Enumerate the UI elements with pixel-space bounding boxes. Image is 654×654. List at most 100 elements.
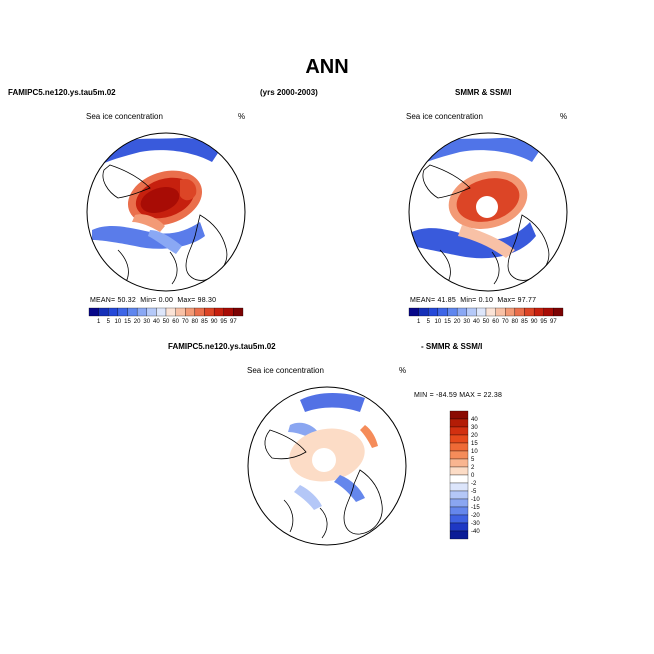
obs-colorbar-tick-label: 70 — [502, 319, 509, 325]
diff-colorbar-tick-label: -10 — [471, 497, 480, 503]
diff-colorbar-swatch — [449, 466, 469, 476]
obs-colorbar-swatch — [495, 307, 506, 317]
obs-stats: MEAN= 41.85 Min= 0.10 Max= 97.77 — [410, 297, 536, 304]
diff-colorbar-swatch — [449, 482, 469, 492]
obs-colorbar-swatch — [485, 307, 496, 317]
obs-colorbar-tick-label: 15 — [444, 319, 451, 325]
diff-colorbar-tick-label: 2 — [471, 465, 475, 471]
obs-colorbar-tick-label: 60 — [492, 319, 499, 325]
obs-colorbar-swatch — [553, 307, 564, 317]
obs-header: SMMR & SSM/I — [455, 88, 512, 97]
diff-obs-header: - SMMR & SSM/I — [421, 342, 483, 351]
obs-colorbar-swatch — [543, 307, 554, 317]
obs-colorbar: 1 5 10 15 20 30 40 50 60 70 80 85 90 95 97 — [408, 307, 564, 325]
model-colorbar-tick-label: 85 — [201, 319, 208, 325]
model-colorbar-swatch — [108, 307, 119, 317]
diff-colorbar-tick-label: -5 — [471, 489, 477, 495]
obs-mean-label: MEAN= — [410, 297, 436, 304]
obs-max-label: Max= — [497, 297, 516, 304]
obs-colorbar-swatch — [456, 307, 467, 317]
diff-colorbar-swatch — [449, 474, 469, 484]
diff-colorbar-tick-label: 40 — [471, 417, 478, 423]
model-polar-map — [86, 132, 246, 292]
obs-colorbar-swatch — [418, 307, 429, 317]
obs-colorbar-tick-label: 97 — [550, 319, 557, 325]
obs-colorbar-tick-label: 10 — [435, 319, 442, 325]
diff-colorbar-swatch — [449, 450, 469, 460]
model-colorbar-swatch — [233, 307, 244, 317]
diff-colorbar-swatch — [449, 434, 469, 444]
obs-colorbar-tick-label: 50 — [483, 319, 490, 325]
obs-colorbar-swatch — [524, 307, 535, 317]
obs-max-value: 97.77 — [517, 297, 537, 304]
model-colorbar-swatch — [204, 307, 215, 317]
diff-colorbar-tick-label: 0 — [471, 473, 475, 479]
diff-polar-map — [247, 386, 407, 546]
diff-model-header: FAMIPC5.ne120.ys.tau5m.02 — [168, 342, 276, 351]
model-colorbar-swatch — [213, 307, 224, 317]
diff-colorbar-swatch — [449, 458, 469, 468]
obs-colorbar-tick-label: 40 — [473, 319, 480, 325]
model-case-header: FAMIPC5.ne120.ys.tau5m.02 — [8, 88, 116, 97]
diff-colorbar-swatch — [449, 498, 469, 508]
model-colorbar: 1 5 10 15 20 30 40 50 60 70 80 85 90 95 97 — [88, 307, 244, 325]
obs-colorbar-tick-label: 85 — [521, 319, 528, 325]
model-colorbar-swatch — [88, 307, 99, 317]
model-stats: MEAN= 50.32 Min= 0.00 Max= 98.30 — [90, 297, 216, 304]
diff-colorbar-tick-label: -40 — [471, 529, 480, 535]
model-max-value: 98.30 — [197, 297, 217, 304]
obs-unit-label: % — [560, 112, 568, 121]
diff-colorbar-tick-label: 10 — [471, 449, 478, 455]
model-min-label: Min= — [140, 297, 157, 304]
model-colorbar-swatch — [146, 307, 157, 317]
model-colorbar-tick-label: 70 — [182, 319, 189, 325]
model-colorbar-swatch — [127, 307, 138, 317]
diff-colorbar-swatch — [449, 490, 469, 500]
obs-colorbar-swatch — [514, 307, 525, 317]
obs-polar-map — [408, 132, 568, 292]
model-mean-value: 50.32 — [117, 297, 136, 304]
obs-colorbar-tick-label: 30 — [463, 319, 470, 325]
diff-colorbar-tick-label: -2 — [471, 481, 477, 487]
model-colorbar-tick-label: 97 — [230, 319, 237, 325]
years-header: (yrs 2000-2003) — [260, 88, 318, 97]
diff-colorbar-swatch — [449, 426, 469, 436]
diff-colorbar-swatch — [449, 442, 469, 452]
model-unit-label: % — [238, 112, 246, 121]
model-colorbar-swatch — [136, 307, 147, 317]
diff-plot-label: Sea ice concentration — [247, 366, 324, 375]
model-colorbar-swatch — [117, 307, 128, 317]
diff-minmax: MIN = -84.59 MAX = 22.38 — [414, 392, 503, 399]
diff-colorbar-swatch — [449, 410, 469, 420]
model-colorbar-swatch — [156, 307, 167, 317]
obs-colorbar-swatch — [476, 307, 487, 317]
obs-colorbar-swatch — [505, 307, 516, 317]
obs-colorbar-swatch — [466, 307, 477, 317]
diff-colorbar-tick-label: -15 — [471, 505, 480, 511]
model-colorbar-tick-label: 60 — [172, 319, 179, 325]
diff-unit-label: % — [399, 366, 407, 375]
obs-colorbar-swatch — [408, 307, 419, 317]
obs-colorbar-tick-label: 90 — [531, 319, 538, 325]
model-min-value: 0.00 — [158, 297, 174, 304]
diff-colorbar-tick-label: 5 — [471, 457, 475, 463]
model-colorbar-tick-label: 15 — [124, 319, 131, 325]
obs-colorbar-tick-label: 95 — [540, 319, 547, 325]
obs-colorbar-tick-label: 1 — [417, 319, 421, 325]
model-mean-label: MEAN= — [90, 297, 116, 304]
model-colorbar-tick-label: 20 — [134, 319, 141, 325]
diff-colorbar-swatch — [449, 522, 469, 532]
diff-colorbar-tick-label: 30 — [471, 425, 478, 431]
model-colorbar-tick-label: 10 — [115, 319, 122, 325]
obs-plot-label: Sea ice concentration — [406, 112, 483, 121]
page-title: ANN — [305, 56, 349, 78]
obs-min-value: 0.10 — [478, 297, 494, 304]
diff-colorbar-tick-label: -30 — [471, 521, 480, 527]
obs-mean-value: 41.85 — [437, 297, 456, 304]
model-colorbar-swatch — [98, 307, 109, 317]
model-max-label: Max= — [177, 297, 196, 304]
diff-colorbar-tick-label: -20 — [471, 513, 480, 519]
model-colorbar-tick-label: 95 — [220, 319, 227, 325]
